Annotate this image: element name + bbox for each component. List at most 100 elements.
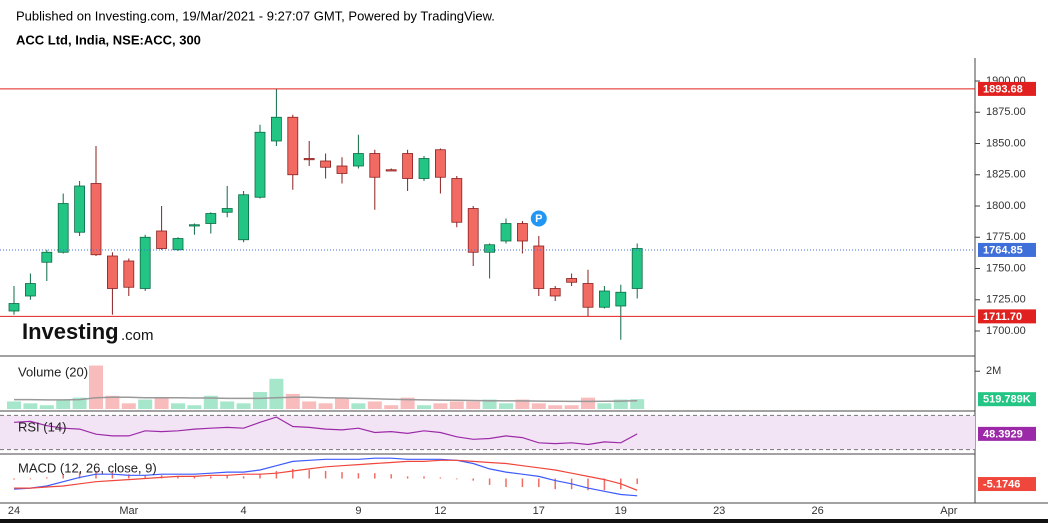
macd-histogram-bar bbox=[324, 471, 327, 479]
volume-bar bbox=[417, 405, 431, 409]
rsi-label-box bbox=[978, 426, 1036, 441]
watermark-brand: Investing bbox=[22, 319, 119, 344]
y-tick-label: 1700.00 bbox=[986, 325, 1026, 337]
candle-body bbox=[139, 236, 151, 289]
volume-label-box bbox=[978, 392, 1036, 407]
volume-bar bbox=[7, 401, 21, 409]
candle-body bbox=[599, 290, 610, 308]
volume-bar bbox=[105, 395, 120, 409]
volume-bar bbox=[367, 401, 382, 409]
volume-bar bbox=[269, 378, 284, 409]
macd-label-box bbox=[978, 477, 1036, 492]
candle-body bbox=[484, 244, 496, 253]
volume-bar bbox=[253, 392, 267, 409]
y-tick-label: 2M bbox=[986, 365, 1001, 377]
y-tick-label: 1825.00 bbox=[986, 169, 1026, 181]
bottom-bar bbox=[0, 519, 1048, 523]
candle-body bbox=[500, 223, 512, 242]
rsi-line bbox=[13, 416, 638, 446]
x-tick-label: Mar bbox=[119, 505, 138, 517]
price-level-label: 1893.68 bbox=[983, 83, 1023, 95]
volume-bar bbox=[548, 405, 563, 409]
volume-bar bbox=[384, 405, 399, 409]
macd-histogram-bar bbox=[259, 474, 261, 479]
volume-bar bbox=[236, 403, 251, 409]
volume-ma-line bbox=[14, 396, 638, 403]
candle-body bbox=[270, 116, 282, 142]
macd-histogram-bar bbox=[439, 477, 442, 479]
volume-bar bbox=[121, 403, 136, 409]
candle-body bbox=[303, 158, 315, 161]
candle-body bbox=[74, 185, 85, 233]
candle-body bbox=[352, 153, 364, 167]
macd-histogram-bar bbox=[505, 478, 507, 488]
candle-body bbox=[254, 131, 266, 198]
candle-body bbox=[369, 153, 381, 178]
macd-histogram-bar bbox=[472, 478, 474, 481]
pane-title: RSI (14) bbox=[18, 419, 66, 434]
x-tick-label: 26 bbox=[811, 505, 823, 517]
volume-bar bbox=[285, 393, 300, 409]
y-tick-label: 1850.00 bbox=[986, 137, 1026, 149]
macd-histogram-bar bbox=[587, 478, 589, 491]
candle-body bbox=[451, 178, 463, 223]
macd-histogram-bar bbox=[78, 472, 81, 479]
volume-bar bbox=[154, 397, 169, 409]
volume-bar bbox=[318, 403, 333, 409]
macd-histogram-bar bbox=[554, 478, 556, 490]
x-tick-label: Apr bbox=[940, 505, 957, 517]
volume-bar bbox=[613, 399, 628, 409]
chart-title: ACC Ltd, India, NSE:ACC, 300 bbox=[16, 32, 201, 47]
candle-body bbox=[434, 149, 446, 178]
volume-bar bbox=[72, 397, 87, 409]
price-level-label-box bbox=[978, 81, 1036, 96]
candle-body bbox=[631, 248, 643, 289]
x-tick-label: 12 bbox=[434, 505, 446, 517]
x-tick-label: 23 bbox=[713, 505, 725, 517]
volume-bar bbox=[171, 403, 185, 409]
volume-bar bbox=[302, 401, 317, 409]
candle-body bbox=[123, 260, 135, 288]
macd-histogram-bar bbox=[111, 472, 114, 479]
watermark-suffix: .com bbox=[121, 327, 154, 344]
macd-histogram-bar bbox=[242, 476, 245, 479]
candle-body bbox=[205, 213, 217, 224]
candle-body bbox=[24, 283, 36, 297]
volume-bar bbox=[56, 399, 71, 409]
candle-body bbox=[402, 153, 414, 179]
candle-body bbox=[57, 203, 69, 253]
watermark: Investing .com bbox=[22, 319, 154, 344]
macd-histogram-bar bbox=[406, 476, 409, 479]
x-tick-label: 17 bbox=[533, 505, 545, 517]
source-note: Published on Investing.com, 19/Mar/2021 … bbox=[16, 8, 495, 23]
volume-bar bbox=[351, 403, 366, 409]
volume-bar bbox=[449, 401, 464, 409]
macd-histogram-bar bbox=[226, 475, 228, 479]
candle-body bbox=[320, 160, 332, 168]
macd-histogram-bar bbox=[46, 477, 48, 479]
volume-bar bbox=[89, 365, 103, 409]
volume-bar bbox=[564, 405, 579, 409]
candle-body bbox=[90, 183, 102, 256]
macd-histogram-bar bbox=[292, 468, 294, 479]
x-tick-label: 19 bbox=[615, 505, 627, 517]
y-tick-label: 1750.00 bbox=[986, 262, 1026, 274]
pane-title: MACD (12, 26, close, 9) bbox=[18, 460, 157, 475]
annotation-marker bbox=[530, 210, 547, 227]
y-tick-label: 1875.00 bbox=[986, 106, 1026, 118]
volume-bar bbox=[187, 405, 202, 409]
y-tick-label: 1725.00 bbox=[986, 294, 1026, 306]
volume-bar bbox=[23, 403, 38, 409]
candle-body bbox=[336, 165, 348, 174]
macd-histogram-bar bbox=[521, 478, 524, 488]
macd-histogram-bar bbox=[177, 476, 179, 479]
macd-histogram-bar bbox=[636, 478, 638, 485]
macd-histogram-bar bbox=[128, 474, 130, 479]
macd-histogram-bar bbox=[390, 474, 392, 479]
volume-bar bbox=[581, 397, 595, 409]
volume-bar bbox=[597, 403, 612, 409]
rsi-label: 48.3929 bbox=[983, 428, 1023, 440]
volume-bar bbox=[466, 401, 481, 409]
candle-body bbox=[41, 251, 53, 263]
candle-body bbox=[549, 288, 561, 297]
